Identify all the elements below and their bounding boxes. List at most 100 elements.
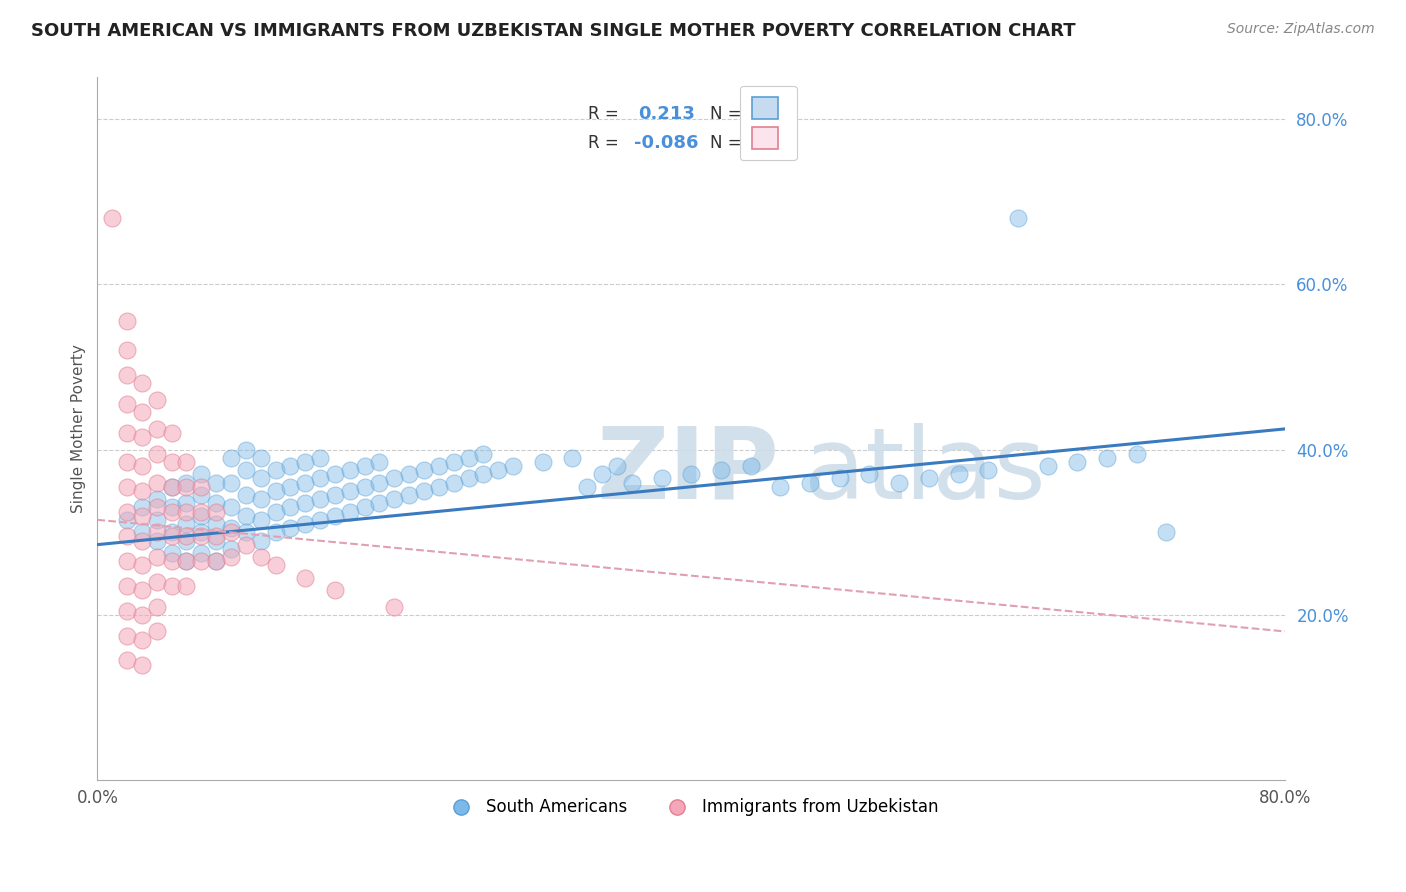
Point bbox=[264, 558, 287, 573]
Point bbox=[145, 500, 167, 515]
Point bbox=[398, 488, 420, 502]
Point bbox=[205, 554, 228, 568]
Point bbox=[769, 480, 792, 494]
Point bbox=[115, 368, 138, 383]
Point bbox=[145, 392, 167, 407]
Point bbox=[249, 492, 271, 507]
Point bbox=[235, 488, 257, 502]
Point bbox=[190, 525, 212, 540]
Point bbox=[280, 480, 302, 494]
Point bbox=[561, 450, 583, 465]
Point bbox=[176, 480, 198, 494]
Point bbox=[145, 624, 167, 639]
Point bbox=[294, 516, 316, 531]
Point bbox=[131, 430, 153, 444]
Point bbox=[249, 549, 271, 564]
Point bbox=[205, 496, 228, 510]
Point bbox=[131, 500, 153, 515]
Point bbox=[176, 579, 198, 593]
Point bbox=[1095, 450, 1118, 465]
Point bbox=[131, 583, 153, 598]
Point bbox=[280, 500, 302, 515]
Point bbox=[280, 521, 302, 535]
Point bbox=[1007, 211, 1029, 225]
Point bbox=[160, 546, 183, 560]
Point bbox=[413, 483, 436, 498]
Point bbox=[427, 480, 450, 494]
Point bbox=[115, 653, 138, 667]
Point bbox=[918, 471, 941, 485]
Point bbox=[502, 459, 524, 474]
Point bbox=[323, 467, 346, 482]
Text: atlas: atlas bbox=[804, 423, 1046, 519]
Point bbox=[889, 475, 911, 490]
Point bbox=[1156, 525, 1178, 540]
Point bbox=[131, 483, 153, 498]
Point bbox=[145, 599, 167, 614]
Point bbox=[353, 459, 375, 474]
Point bbox=[219, 549, 242, 564]
Point bbox=[131, 525, 153, 540]
Point bbox=[190, 554, 212, 568]
Point bbox=[115, 397, 138, 411]
Point bbox=[205, 475, 228, 490]
Point bbox=[219, 521, 242, 535]
Point bbox=[235, 538, 257, 552]
Point bbox=[828, 471, 851, 485]
Point bbox=[339, 463, 361, 477]
Point bbox=[219, 475, 242, 490]
Point bbox=[249, 450, 271, 465]
Point bbox=[1066, 455, 1088, 469]
Point bbox=[681, 467, 703, 482]
Point bbox=[219, 450, 242, 465]
Text: R =: R = bbox=[588, 134, 619, 152]
Point bbox=[115, 480, 138, 494]
Text: R =: R = bbox=[588, 105, 619, 123]
Point bbox=[219, 500, 242, 515]
Point bbox=[131, 459, 153, 474]
Point bbox=[219, 525, 242, 540]
Point bbox=[576, 480, 599, 494]
Point bbox=[443, 475, 465, 490]
Point bbox=[382, 599, 405, 614]
Text: 0.213: 0.213 bbox=[638, 105, 695, 123]
Point bbox=[176, 554, 198, 568]
Point bbox=[309, 471, 332, 485]
Point bbox=[160, 529, 183, 543]
Point bbox=[531, 455, 554, 469]
Point bbox=[264, 504, 287, 518]
Point bbox=[115, 554, 138, 568]
Y-axis label: Single Mother Poverty: Single Mother Poverty bbox=[72, 344, 86, 513]
Point bbox=[131, 533, 153, 548]
Point bbox=[160, 425, 183, 440]
Point bbox=[368, 496, 391, 510]
Point bbox=[176, 516, 198, 531]
Point bbox=[948, 467, 970, 482]
Point bbox=[353, 480, 375, 494]
Point bbox=[190, 480, 212, 494]
Text: ZIP: ZIP bbox=[596, 423, 779, 519]
Point bbox=[368, 455, 391, 469]
Point bbox=[606, 459, 628, 474]
Point bbox=[235, 508, 257, 523]
Point bbox=[235, 442, 257, 457]
Point bbox=[176, 529, 198, 543]
Point bbox=[145, 574, 167, 589]
Point bbox=[353, 500, 375, 515]
Text: N =: N = bbox=[710, 105, 742, 123]
Point bbox=[176, 496, 198, 510]
Point bbox=[190, 504, 212, 518]
Point bbox=[651, 471, 673, 485]
Text: SOUTH AMERICAN VS IMMIGRANTS FROM UZBEKISTAN SINGLE MOTHER POVERTY CORRELATION C: SOUTH AMERICAN VS IMMIGRANTS FROM UZBEKI… bbox=[31, 22, 1076, 40]
Point bbox=[131, 376, 153, 391]
Point bbox=[160, 554, 183, 568]
Text: 103: 103 bbox=[749, 105, 787, 123]
Point bbox=[309, 513, 332, 527]
Point bbox=[190, 529, 212, 543]
Point bbox=[323, 488, 346, 502]
Point bbox=[115, 604, 138, 618]
Point bbox=[382, 471, 405, 485]
Point bbox=[219, 541, 242, 556]
Point bbox=[368, 475, 391, 490]
Point bbox=[205, 504, 228, 518]
